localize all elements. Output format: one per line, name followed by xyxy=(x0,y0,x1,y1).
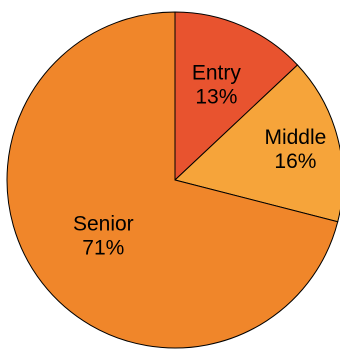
pie-slice-entry xyxy=(174,11,299,182)
slice-label-senior: Senior xyxy=(73,213,134,236)
pie-slice-senior xyxy=(6,11,339,349)
slice-percent-entry: 13% xyxy=(195,85,237,108)
pie-slice-middle xyxy=(173,64,340,223)
slice-percent-middle: 16% xyxy=(274,150,316,173)
slice-percent-senior: 71% xyxy=(82,237,124,260)
slice-label-middle: Middle xyxy=(264,126,326,149)
slice-label-entry: Entry xyxy=(192,61,242,84)
